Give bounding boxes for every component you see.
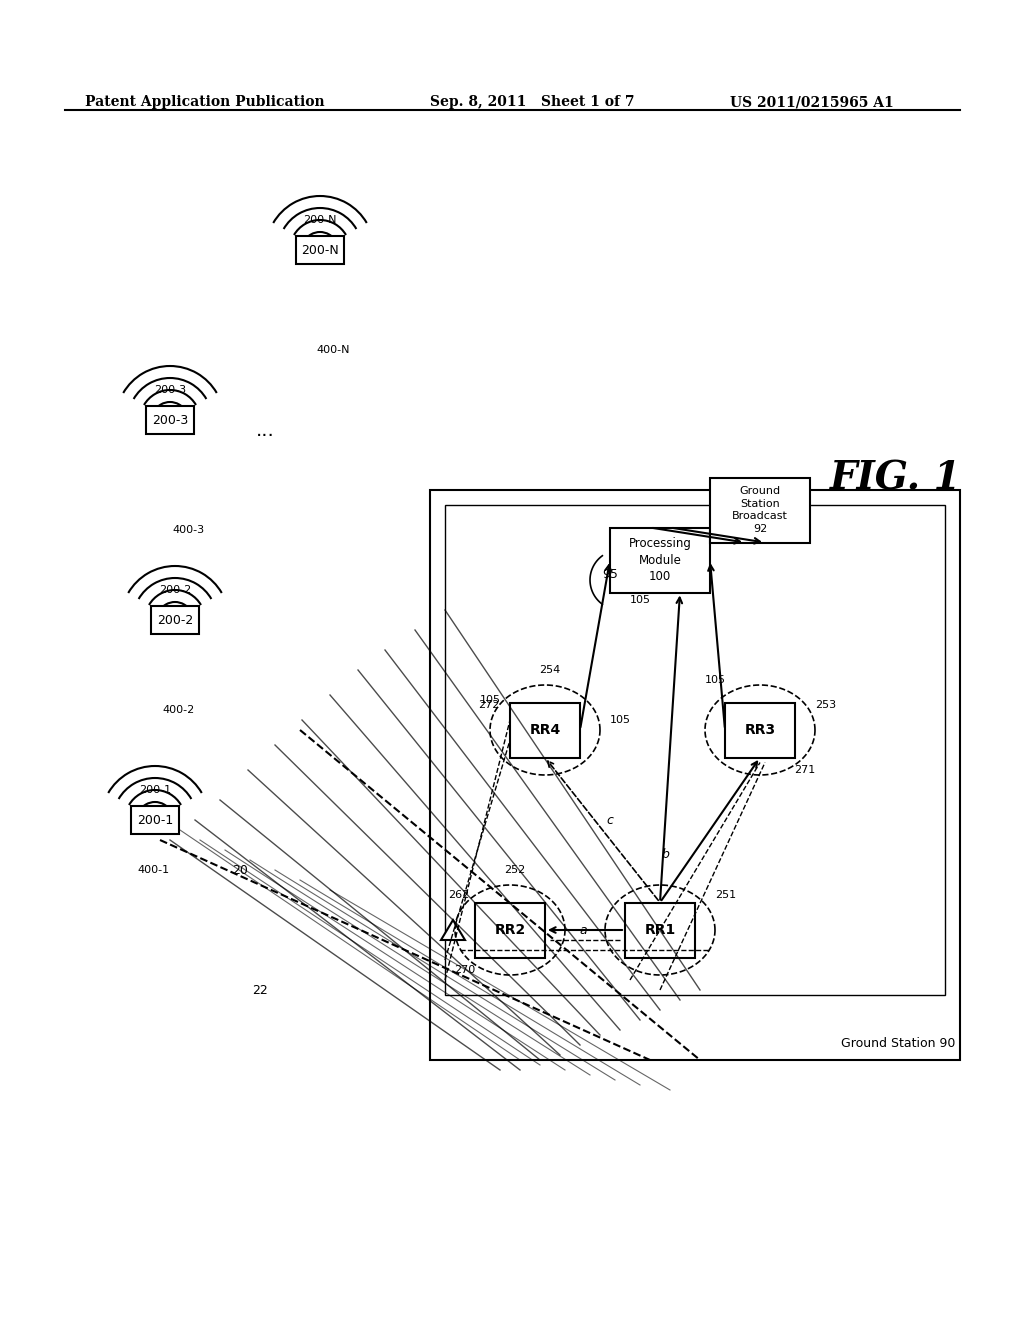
Bar [430, 490, 961, 1060]
Text: RR3: RR3 [744, 723, 775, 737]
Text: US 2011/0215965 A1: US 2011/0215965 A1 [730, 95, 894, 110]
Text: 271: 271 [795, 766, 816, 775]
FancyBboxPatch shape [296, 236, 344, 264]
FancyBboxPatch shape [151, 606, 199, 634]
Text: 20: 20 [232, 863, 248, 876]
Text: FIG. 1: FIG. 1 [830, 459, 962, 498]
Text: RR1: RR1 [644, 923, 676, 937]
Text: 252: 252 [505, 865, 525, 875]
Text: b: b [662, 849, 669, 862]
Text: 22: 22 [252, 983, 268, 997]
Text: 105: 105 [705, 675, 725, 685]
Text: 400-3: 400-3 [173, 525, 205, 535]
Text: Ground Station 90: Ground Station 90 [841, 1038, 955, 1049]
Text: 400-2: 400-2 [163, 705, 195, 715]
Text: 200-1: 200-1 [139, 785, 171, 795]
Text: 105: 105 [630, 595, 650, 605]
Text: 262: 262 [449, 890, 469, 900]
Text: a: a [580, 924, 587, 936]
Bar [625, 903, 695, 957]
FancyBboxPatch shape [146, 407, 194, 434]
Text: 270: 270 [455, 965, 475, 975]
Text: RR4: RR4 [529, 723, 560, 737]
Text: 400-1: 400-1 [138, 865, 170, 875]
Text: 200-1: 200-1 [137, 813, 173, 826]
Text: 200-3: 200-3 [154, 385, 186, 395]
Text: 95: 95 [602, 569, 617, 582]
Text: 400-N: 400-N [316, 345, 350, 355]
Bar [510, 702, 580, 758]
Text: 253: 253 [815, 700, 837, 710]
Text: RR2: RR2 [495, 923, 525, 937]
Bar [610, 528, 710, 593]
Text: c: c [606, 813, 613, 826]
Text: ...: ... [256, 421, 274, 440]
Text: 105: 105 [479, 696, 501, 705]
Text: Sep. 8, 2011   Sheet 1 of 7: Sep. 8, 2011 Sheet 1 of 7 [430, 95, 635, 110]
Text: Patent Application Publication: Patent Application Publication [85, 95, 325, 110]
Text: 200-N: 200-N [303, 215, 337, 224]
FancyBboxPatch shape [131, 807, 179, 834]
Text: 251: 251 [715, 890, 736, 900]
Bar [475, 903, 545, 957]
Bar [710, 478, 810, 543]
Polygon shape [441, 920, 465, 940]
Text: 200-3: 200-3 [152, 413, 188, 426]
Text: 200-2: 200-2 [159, 585, 191, 595]
Text: 272: 272 [478, 700, 500, 710]
Bar [725, 702, 795, 758]
Text: Ground
Station
Broadcast
92: Ground Station Broadcast 92 [732, 486, 787, 533]
Text: Processing
Module
100: Processing Module 100 [629, 537, 691, 582]
Text: 200-N: 200-N [301, 243, 339, 256]
Text: 105: 105 [609, 715, 631, 725]
Text: 200-2: 200-2 [157, 614, 194, 627]
Text: 254: 254 [540, 665, 560, 675]
Bar [445, 506, 945, 995]
